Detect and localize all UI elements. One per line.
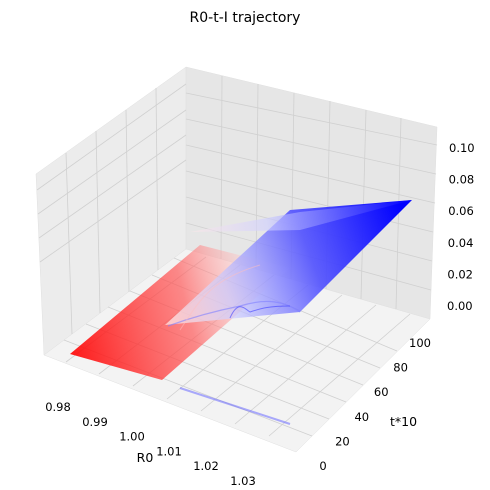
x-tick-label: 1.02 (193, 459, 219, 473)
z-tick-label: 0.06 (448, 204, 474, 218)
z-tick-label: 0.02 (447, 267, 473, 281)
z-tick-label: 0.10 (449, 141, 475, 155)
x-axis-label: R0 (137, 450, 154, 465)
x-tick-label: 1.00 (119, 430, 145, 444)
x-tick-label: 1.03 (230, 474, 256, 488)
y-tick-label: 40 (354, 410, 369, 424)
z-axis-ticks: 0.00 0.02 0.04 0.06 0.08 0.10 (447, 141, 475, 313)
x-tick-label: 0.99 (82, 415, 108, 429)
y-tick-label: 0 (319, 459, 326, 473)
y-tick-label: 100 (409, 336, 431, 350)
z-tick-label: 0.00 (447, 299, 473, 313)
chart-title: R0-t-I trajectory (190, 10, 301, 26)
z-tick-label: 0.04 (448, 236, 474, 250)
x-tick-label: 0.98 (45, 400, 71, 414)
y-tick-label: 20 (335, 434, 350, 448)
y-tick-label: 60 (374, 385, 389, 399)
z-tick-label: 0.08 (449, 173, 475, 187)
x-tick-label: 1.01 (156, 444, 182, 458)
y-tick-label: 80 (393, 361, 408, 375)
y-axis-label: t*10 (390, 414, 417, 429)
